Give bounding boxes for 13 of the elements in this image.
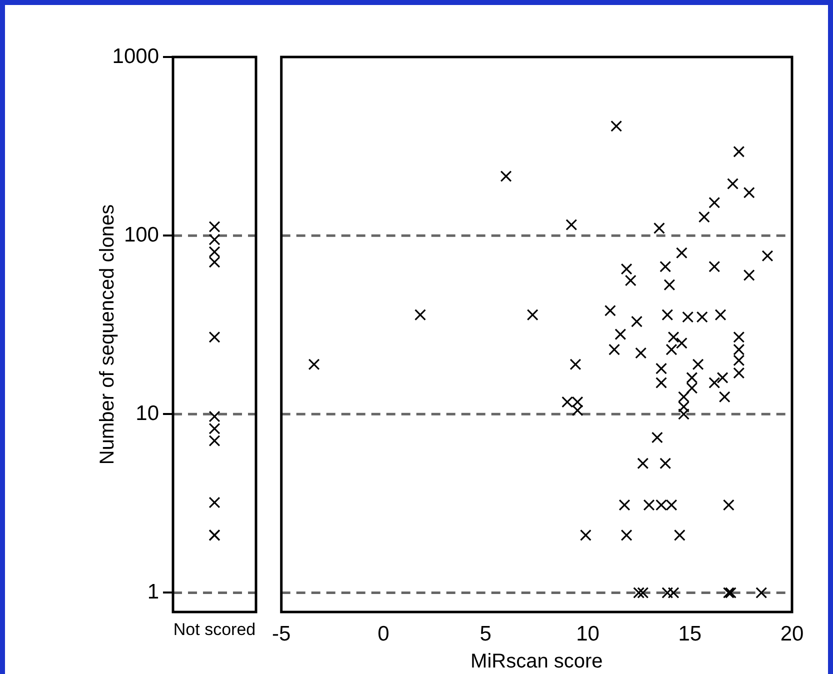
x-tick-label: 20 — [780, 622, 804, 646]
x-axis-title: MiRscan score — [470, 650, 603, 673]
y-axis-title: Number of sequenced clones — [96, 204, 119, 465]
x-tick-label: 15 — [678, 622, 702, 646]
y-tick-label: 1000 — [112, 44, 159, 68]
x-tick-label: -5 — [272, 622, 291, 646]
x-tick-label: 0 — [378, 622, 390, 646]
y-tick-label: 10 — [136, 402, 159, 425]
x-tick-label: 10 — [576, 622, 600, 646]
x-tick-label: Not scored — [173, 620, 256, 639]
y-tick-label: 100 — [124, 223, 159, 246]
x-tick-label: 5 — [480, 622, 492, 646]
y-tick-label: 1 — [147, 580, 159, 604]
